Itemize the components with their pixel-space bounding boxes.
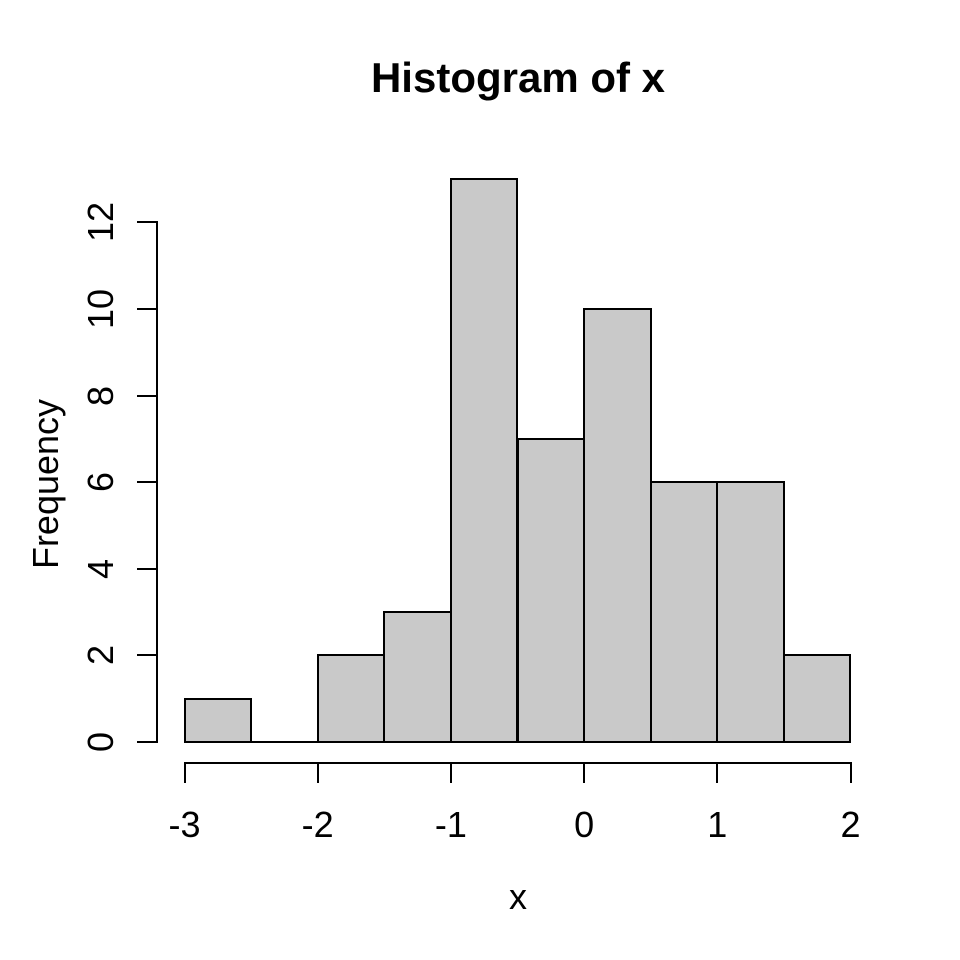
histogram-bar	[183, 697, 253, 743]
x-tick-label: -1	[434, 804, 467, 845]
y-tick-mark	[137, 221, 157, 224]
histogram-bar	[383, 611, 452, 743]
x-tick-mark	[583, 763, 586, 783]
histogram-bar	[449, 178, 519, 743]
y-tick-label: 8	[80, 385, 121, 406]
x-tick-label: 0	[574, 804, 595, 845]
x-tick-mark	[183, 763, 186, 783]
x-tick-label: 2	[840, 804, 861, 845]
y-tick-mark	[137, 741, 157, 743]
y-tick-mark	[137, 394, 157, 397]
x-axis-title: x	[509, 876, 527, 917]
y-tick-label: 12	[80, 202, 121, 243]
x-tick-mark	[449, 763, 452, 783]
y-tick-label: 2	[80, 645, 121, 666]
x-tick-label: -3	[168, 804, 201, 845]
y-axis-line	[156, 221, 158, 743]
histogram-bar	[316, 654, 386, 743]
histogram-bar	[649, 481, 719, 743]
y-tick-label: 0	[80, 731, 121, 753]
histogram-bar-zero	[250, 741, 319, 743]
x-tick-mark	[716, 763, 719, 783]
y-tick-label: 10	[80, 288, 121, 330]
x-tick-label: 1	[707, 804, 728, 845]
chart-title: Histogram of x	[370, 54, 666, 101]
y-tick-mark	[137, 567, 157, 570]
y-axis-title: Frequency	[25, 398, 66, 570]
histogram-bar	[516, 437, 586, 743]
histogram-bar	[782, 654, 852, 743]
x-axis-line	[183, 762, 852, 764]
x-tick-mark	[316, 763, 319, 783]
y-tick-label: 6	[80, 472, 121, 493]
y-tick-label: 4	[80, 558, 121, 579]
histogram-bar	[583, 308, 652, 743]
histogram-bar	[716, 481, 785, 743]
y-tick-mark	[137, 654, 157, 657]
x-tick-mark	[849, 763, 852, 783]
y-tick-mark	[137, 308, 157, 310]
x-tick-label: -2	[301, 804, 334, 845]
y-tick-mark	[137, 481, 157, 484]
